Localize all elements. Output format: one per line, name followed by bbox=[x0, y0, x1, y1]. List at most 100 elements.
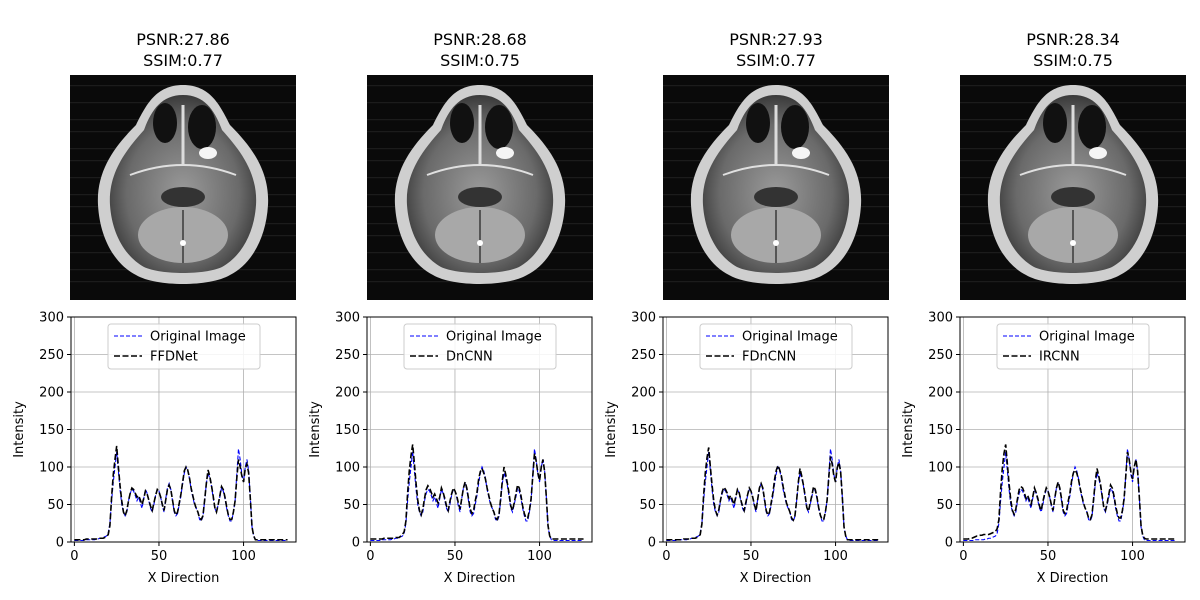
y-tick-label: 300 bbox=[631, 311, 656, 326]
y-tick-label: 50 bbox=[639, 498, 656, 513]
denoised-mri-image bbox=[70, 75, 296, 300]
right-orbit bbox=[485, 105, 513, 149]
y-tick-label: 300 bbox=[928, 311, 953, 326]
bright-spot bbox=[199, 147, 217, 159]
y-axis-label: Intensity bbox=[604, 401, 619, 458]
ssim-label: SSIM:0.77 bbox=[143, 51, 223, 70]
y-tick-label: 50 bbox=[47, 498, 64, 513]
profile-plot-2: 0 50 100 150 200 250 300 0 50 100 X Direction Inten… bbox=[604, 311, 889, 586]
y-tick-label: 50 bbox=[343, 498, 360, 513]
denoised-mri-image bbox=[367, 75, 593, 300]
y-tick-label: 0 bbox=[648, 536, 656, 551]
y-tick-label: 150 bbox=[39, 423, 64, 438]
panel-title: PSNR:27.93 SSIM:0.77 bbox=[663, 29, 889, 71]
left-orbit bbox=[153, 103, 177, 143]
bright-dot bbox=[1070, 240, 1076, 246]
y-tick-label: 250 bbox=[335, 348, 360, 363]
y-tick-label: 200 bbox=[335, 386, 360, 401]
y-tick-label: 200 bbox=[39, 386, 64, 401]
bright-spot bbox=[496, 147, 514, 159]
x-tick-label: 50 bbox=[743, 549, 760, 564]
y-tick-label: 0 bbox=[352, 536, 360, 551]
y-axis-label: Intensity bbox=[308, 401, 323, 458]
ssim-label: SSIM:0.77 bbox=[736, 51, 816, 70]
tentorium bbox=[426, 164, 534, 176]
y-axis-label: Intensity bbox=[901, 401, 916, 458]
x-tick-label: 100 bbox=[527, 549, 552, 564]
x-tick-label: 0 bbox=[366, 549, 374, 564]
denoised-mri-image bbox=[663, 75, 889, 300]
right-orbit bbox=[188, 105, 216, 149]
y-tick-label: 150 bbox=[928, 423, 953, 438]
profile-plot-3: 0 50 100 150 200 250 300 0 50 100 X Direction Inten… bbox=[901, 311, 1186, 586]
legend-label: Original Image bbox=[1039, 330, 1135, 345]
y-tick-label: 200 bbox=[631, 386, 656, 401]
series-line-original-image bbox=[370, 448, 584, 542]
x-axis-label: X Direction bbox=[148, 571, 220, 586]
y-tick-label: 250 bbox=[39, 348, 64, 363]
panel-ircnn: PSNR:28.34 SSIM:0.75 bbox=[960, 0, 1200, 600]
y-tick-label: 0 bbox=[56, 536, 64, 551]
series-line-ffdnet bbox=[74, 445, 288, 541]
psnr-label: PSNR:27.93 bbox=[729, 30, 823, 49]
ssim-label: SSIM:0.75 bbox=[440, 51, 520, 70]
tentorium bbox=[1019, 164, 1127, 176]
y-axis-label: Intensity bbox=[12, 401, 27, 458]
tentorium bbox=[129, 164, 237, 176]
fourth-ventricle bbox=[754, 187, 798, 207]
legend-label: Original Image bbox=[742, 330, 838, 345]
bright-spot bbox=[1089, 147, 1107, 159]
fourth-ventricle bbox=[161, 187, 205, 207]
left-orbit bbox=[1043, 103, 1067, 143]
legend-label: Original Image bbox=[150, 330, 246, 345]
panel-title: PSNR:28.34 SSIM:0.75 bbox=[960, 29, 1186, 71]
bright-dot bbox=[477, 240, 483, 246]
ssim-label: SSIM:0.75 bbox=[1033, 51, 1113, 70]
psnr-label: PSNR:27.86 bbox=[136, 30, 230, 49]
psnr-label: PSNR:28.68 bbox=[433, 30, 527, 49]
y-tick-label: 100 bbox=[631, 461, 656, 476]
series-line-dncnn bbox=[370, 444, 584, 540]
y-tick-label: 100 bbox=[928, 461, 953, 476]
legend-box bbox=[403, 323, 557, 370]
x-tick-label: 100 bbox=[231, 549, 256, 564]
bright-spot bbox=[792, 147, 810, 159]
y-tick-label: 50 bbox=[936, 498, 953, 513]
y-tick-label: 150 bbox=[335, 423, 360, 438]
x-tick-label: 0 bbox=[662, 549, 670, 564]
x-tick-label: 100 bbox=[823, 549, 848, 564]
y-tick-label: 250 bbox=[631, 348, 656, 363]
legend-box bbox=[699, 323, 853, 370]
panel-dncnn: PSNR:28.68 SSIM:0.75 bbox=[367, 0, 667, 600]
x-axis-label: X Direction bbox=[1037, 571, 1109, 586]
bright-dot bbox=[180, 240, 186, 246]
x-tick-label: 0 bbox=[70, 549, 78, 564]
y-tick-label: 100 bbox=[335, 461, 360, 476]
legend-label: FDnCNN bbox=[742, 350, 796, 365]
right-orbit bbox=[1078, 105, 1106, 149]
y-tick-label: 200 bbox=[928, 386, 953, 401]
panel-fdncnn: PSNR:27.93 SSIM:0.77 bbox=[663, 0, 963, 600]
tentorium bbox=[722, 164, 830, 176]
panel-title: PSNR:27.86 SSIM:0.77 bbox=[70, 29, 296, 71]
bright-dot bbox=[773, 240, 779, 246]
y-tick-label: 300 bbox=[335, 311, 360, 326]
legend-label: FFDNet bbox=[150, 350, 198, 365]
x-axis-label: X Direction bbox=[444, 571, 516, 586]
fourth-ventricle bbox=[1051, 187, 1095, 207]
x-tick-label: 50 bbox=[1040, 549, 1057, 564]
right-orbit bbox=[781, 105, 809, 149]
profile-plot-0: 0 50 100 150 200 250 300 0 50 100 X Direction Inten… bbox=[12, 311, 297, 586]
legend-label: DnCNN bbox=[446, 350, 493, 365]
legend-label: IRCNN bbox=[1039, 350, 1080, 365]
x-tick-label: 50 bbox=[447, 549, 464, 564]
legend-box bbox=[996, 323, 1150, 370]
left-orbit bbox=[450, 103, 474, 143]
series-line-ircnn bbox=[963, 444, 1177, 540]
panel-title: PSNR:28.68 SSIM:0.75 bbox=[367, 29, 593, 71]
y-tick-label: 100 bbox=[39, 461, 64, 476]
y-tick-label: 250 bbox=[928, 348, 953, 363]
y-tick-label: 0 bbox=[945, 536, 953, 551]
y-tick-label: 150 bbox=[631, 423, 656, 438]
y-tick-label: 300 bbox=[39, 311, 64, 326]
